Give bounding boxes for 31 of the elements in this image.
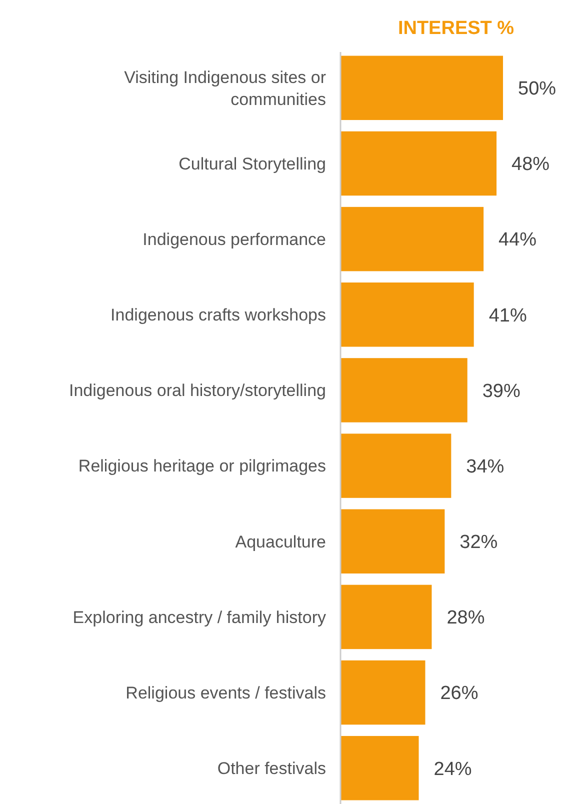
data-label: 34% xyxy=(466,456,504,478)
data-label: 44% xyxy=(498,230,537,251)
y-tick-label: Visiting Indigenous sites or communities xyxy=(124,68,326,109)
y-tick-label: Cultural Storytelling xyxy=(178,154,326,174)
y-tick-label: Other festivals xyxy=(217,759,326,778)
y-tick-label: Religious heritage or pilgrimages xyxy=(78,456,326,476)
y-tick-label: Indigenous crafts workshops xyxy=(110,306,326,325)
y-tick-label: Indigenous performance xyxy=(142,230,326,250)
y-tick-label: Indigenous oral history/storytelling xyxy=(68,381,326,400)
bar xyxy=(341,282,474,347)
bar xyxy=(341,509,445,574)
bar xyxy=(341,358,468,422)
data-label: 32% xyxy=(460,532,498,554)
bar xyxy=(341,736,419,800)
bar xyxy=(341,56,503,120)
y-tick-label: Exploring ancestry / family history xyxy=(72,608,326,627)
y-tick-label: Aquaculture xyxy=(235,532,326,552)
bar xyxy=(341,131,497,196)
data-label: 28% xyxy=(446,608,485,629)
chart-title: INTEREST % xyxy=(398,18,514,39)
data-label: 39% xyxy=(482,380,520,402)
data-label: 48% xyxy=(512,154,550,176)
bar xyxy=(341,584,432,650)
y-tick-label: Religious events / festivals xyxy=(126,683,326,702)
data-label: 24% xyxy=(434,758,472,780)
bar xyxy=(341,434,452,498)
data-label: 26% xyxy=(440,683,478,704)
bar xyxy=(341,206,484,272)
data-label: 50% xyxy=(518,78,556,100)
data-label: 41% xyxy=(488,305,527,326)
bar xyxy=(341,660,426,725)
